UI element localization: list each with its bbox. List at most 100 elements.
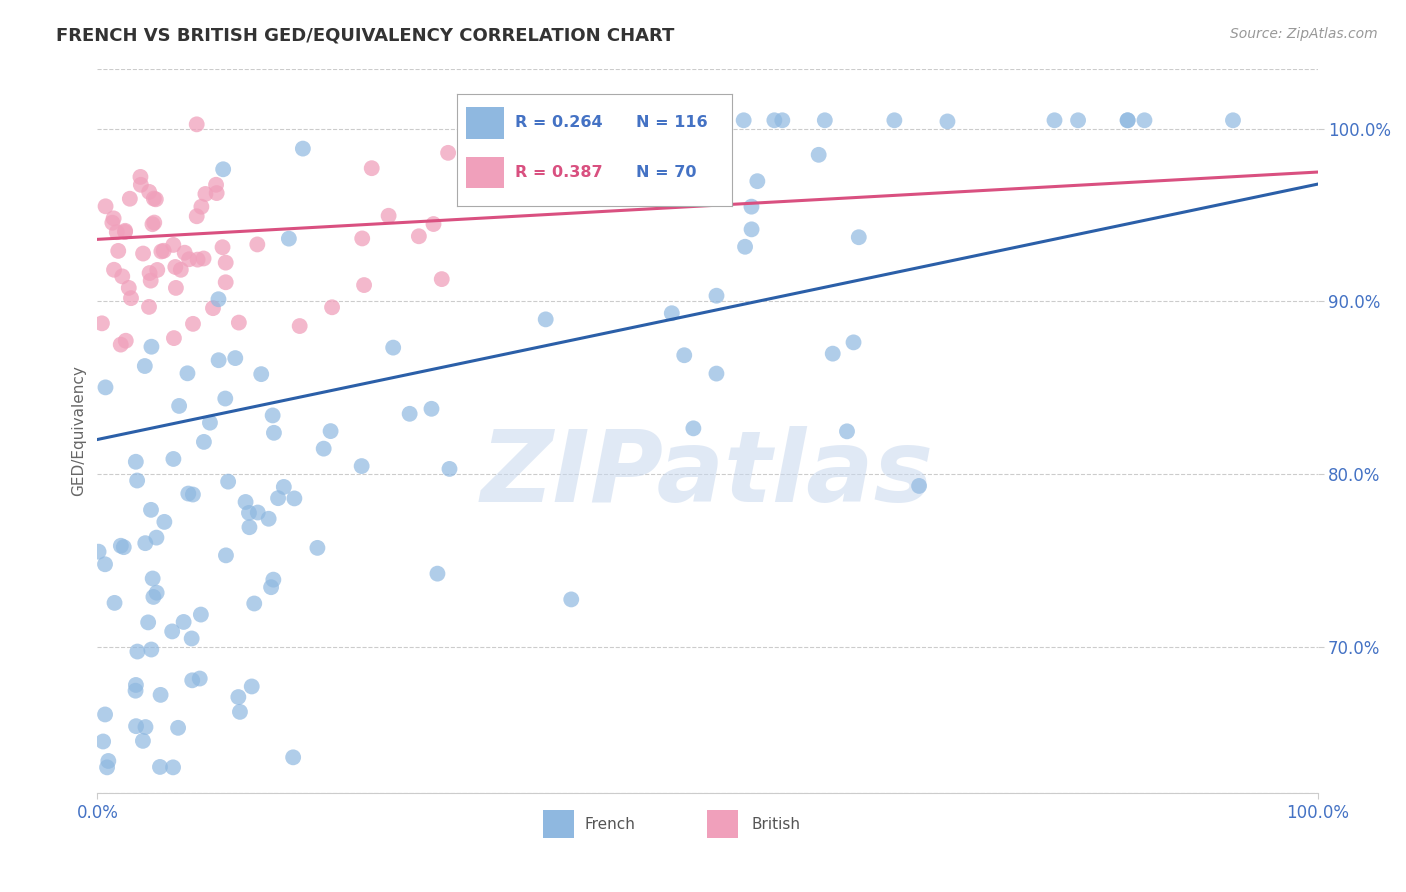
Point [426,566,449,581]
Point [291,142,314,156]
Point [262,409,284,423]
Point [194,186,217,201]
Point [706,367,728,381]
Point [152,244,174,258]
Point [733,113,755,128]
Point [132,734,155,748]
Point [94,380,117,394]
Point [187,252,209,267]
Point [228,690,250,704]
Point [682,421,704,435]
Point [138,185,160,199]
Point [91,734,114,748]
Point [267,491,290,505]
Point [807,148,830,162]
Point [177,486,200,500]
Point [205,178,228,192]
Point [141,340,163,354]
Point [734,240,756,254]
Point [702,154,724,169]
Point [281,750,304,764]
Point [165,260,187,274]
Point [129,169,152,184]
Text: Source: ZipAtlas.com: Source: ZipAtlas.com [1230,27,1378,41]
Point [382,341,405,355]
Point [181,487,204,501]
Point [1067,113,1090,128]
Point [87,544,110,558]
Point [835,425,858,439]
Point [243,597,266,611]
Point [260,580,283,594]
Point [143,216,166,230]
Point [142,572,165,586]
Point [211,240,233,254]
Point [138,266,160,280]
Point [437,145,460,160]
Point [103,596,125,610]
Point [94,707,117,722]
Point [110,539,132,553]
Point [132,246,155,260]
Point [377,209,399,223]
Point [141,217,163,231]
Point [526,113,548,128]
Point [273,480,295,494]
Point [201,301,224,315]
Point [162,760,184,774]
Point [114,224,136,238]
Point [207,353,229,368]
Point [153,515,176,529]
Point [283,491,305,506]
Point [180,632,202,646]
Point [138,300,160,314]
Point [908,479,931,493]
Point [277,232,299,246]
Point [125,719,148,733]
Point [1222,113,1244,128]
Point [111,269,134,284]
Point [1043,113,1066,128]
Point [513,113,536,128]
Point [96,760,118,774]
Point [94,199,117,213]
Point [661,306,683,320]
Point [127,644,149,658]
Point [1116,113,1139,128]
Point [262,573,284,587]
Point [186,209,208,223]
Point [235,495,257,509]
Point [134,359,156,373]
Point [146,263,169,277]
Point [747,174,769,188]
Point [288,319,311,334]
Point [101,216,124,230]
Point [112,540,135,554]
Point [217,475,239,489]
Point [238,506,260,520]
Point [522,146,544,161]
Point [110,337,132,351]
Point [706,289,728,303]
Point [883,113,905,128]
Point [352,231,374,245]
Point [238,520,260,534]
Point [114,334,136,348]
Point [585,113,607,128]
Point [149,760,172,774]
Point [741,222,763,236]
Point [583,113,606,128]
Point [139,503,162,517]
Point [165,281,187,295]
Point [589,113,612,128]
Point [181,673,204,688]
Point [173,615,195,629]
Point [215,255,238,269]
Point [848,230,870,244]
Point [936,114,959,128]
Point [134,720,156,734]
Point [176,367,198,381]
Point [105,225,128,239]
Point [167,399,190,413]
Point [125,678,148,692]
